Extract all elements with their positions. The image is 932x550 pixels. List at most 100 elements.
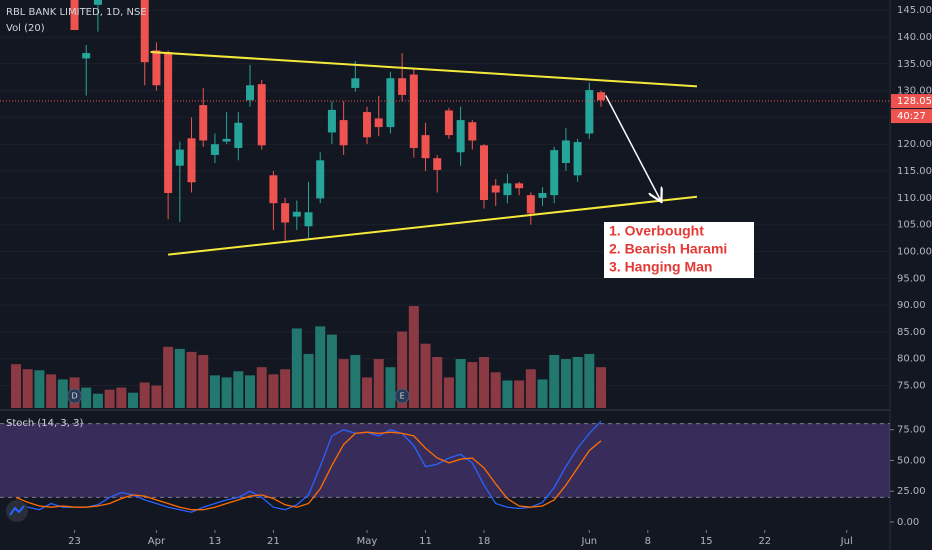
volume-bar: [467, 362, 478, 408]
volume-bar: [116, 387, 127, 408]
stoch-line: [15, 420, 602, 513]
annotation-line: 1. Overbought: [609, 223, 704, 239]
candle-body: [93, 0, 102, 5]
volume-bar: [397, 331, 408, 408]
volume-bar: [291, 328, 302, 408]
volume-bar: [22, 369, 33, 408]
volume-bar: [34, 370, 45, 408]
volume-bar: [92, 393, 103, 408]
candle-body: [269, 175, 278, 204]
volume-bar: [373, 359, 384, 408]
symbol-title: RBL BANK LIMITED, 1D, NSE: [6, 7, 147, 18]
y-tick-label: 95.00: [897, 273, 926, 284]
volume-bar: [11, 364, 22, 408]
candle-body: [70, 0, 79, 31]
candle-body: [164, 52, 173, 194]
candle-body: [433, 158, 442, 170]
candle-body: [140, 0, 149, 63]
logo-mark: [9, 505, 25, 516]
stoch-title: Stoch (14, 3, 3): [6, 418, 83, 429]
volume-bar: [560, 359, 571, 408]
annotation-bg: [604, 222, 754, 278]
volume-bar: [514, 380, 525, 408]
x-tick-label: 21: [267, 536, 280, 547]
volume-bar: [549, 354, 560, 408]
volume-bar: [46, 374, 57, 408]
y-tick-label: 100.00: [897, 246, 932, 257]
volume-bar: [596, 367, 607, 408]
candle-body: [210, 144, 219, 155]
y-tick-label: 110.00: [897, 193, 932, 204]
annotation-line: 2. Bearish Harami: [609, 241, 727, 257]
y-tick-label: 145.00: [897, 5, 932, 16]
candle-body: [456, 120, 465, 153]
candle-body: [480, 145, 489, 200]
arrow: [605, 95, 661, 200]
candle-body: [561, 140, 570, 163]
y-tick-label: 135.00: [897, 59, 932, 70]
y-tick-label: 90.00: [897, 300, 926, 311]
candle-body: [491, 185, 500, 193]
x-tick-label: 15: [700, 536, 713, 547]
axes: 75.0080.0085.0090.0095.00100.00105.00110…: [68, 5, 932, 547]
countdown-label: 40:27: [897, 111, 926, 122]
candle-body: [409, 74, 418, 148]
last-price-label: 128.05: [897, 96, 932, 107]
volume-bar: [303, 353, 314, 408]
candle-body: [398, 78, 407, 95]
volume-bar: [256, 367, 267, 408]
annotation-line: 3. Hanging Man: [609, 259, 712, 275]
volume-bar: [584, 353, 595, 408]
volume-bar: [408, 306, 419, 408]
candle-body: [550, 150, 559, 196]
y-tick-label: 130.00: [897, 86, 932, 97]
volume-bar: [198, 354, 209, 408]
countdown-tag: [891, 109, 932, 124]
volume-bar: [139, 382, 150, 408]
candle-body: [187, 138, 196, 183]
volume-bar: [443, 377, 454, 408]
volume-bar: [104, 389, 115, 408]
candle-body: [421, 135, 430, 159]
candle-body: [597, 92, 606, 101]
volume-bar: [490, 372, 501, 408]
x-tick-label: Jun: [581, 536, 598, 547]
volume-bar: [362, 377, 373, 408]
candle-body: [444, 110, 453, 136]
y-tick-label: 85.00: [897, 327, 926, 338]
candle-body: [257, 84, 266, 146]
volume-bar: [163, 346, 174, 408]
volume-bar: [209, 375, 220, 408]
volume-bar: [280, 369, 291, 408]
x-tick-label: Jul: [840, 536, 853, 547]
volume-bar: [537, 379, 548, 408]
candle-body: [316, 160, 325, 199]
volume-bar: [326, 334, 337, 408]
trendline: [168, 195, 698, 256]
candle-body: [175, 149, 184, 166]
volume-bar: [128, 392, 139, 408]
volume-bar: [502, 380, 513, 408]
trendline: [150, 51, 698, 88]
x-tick-label: 22: [758, 536, 771, 547]
y-tick-label: 75.00: [897, 425, 926, 436]
volume-bar: [315, 326, 326, 408]
candle-body: [351, 78, 360, 88]
volume-bar: [338, 359, 349, 408]
y-tick-label: 75.00: [897, 380, 926, 391]
candle-body: [468, 122, 477, 141]
volume-bar: [572, 357, 583, 408]
candle-body: [573, 142, 582, 176]
candle-body: [246, 85, 255, 101]
x-tick-label: Apr: [148, 536, 166, 547]
candle-body: [503, 183, 512, 196]
x-tick-label: 11: [419, 536, 432, 547]
x-tick-label: 23: [68, 536, 81, 547]
y-tick-label: 25.00: [897, 486, 926, 497]
candle-body: [363, 112, 372, 138]
candle-body: [538, 193, 547, 198]
volume-bar: [233, 371, 244, 408]
